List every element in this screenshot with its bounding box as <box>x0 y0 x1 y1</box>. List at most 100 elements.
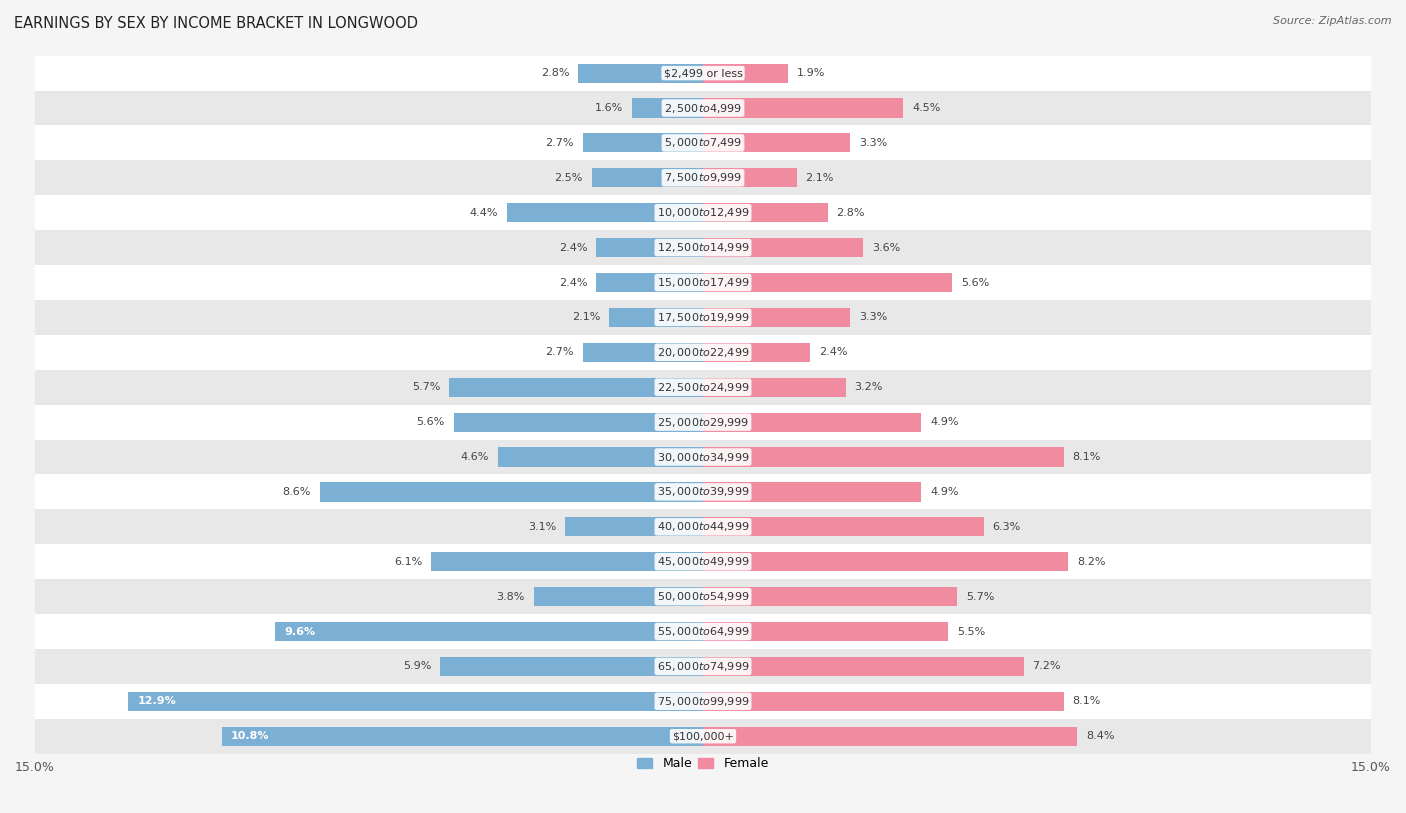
Bar <box>631 98 703 118</box>
Bar <box>35 90 1371 125</box>
Text: $65,000 to $74,999: $65,000 to $74,999 <box>657 660 749 673</box>
Text: 8.2%: 8.2% <box>1077 557 1105 567</box>
Text: 2.1%: 2.1% <box>806 173 834 183</box>
Bar <box>35 160 1371 195</box>
Bar <box>35 55 1371 90</box>
Bar <box>703 552 1069 572</box>
Text: 12.9%: 12.9% <box>138 696 176 706</box>
Text: 3.2%: 3.2% <box>855 382 883 392</box>
Text: $100,000+: $100,000+ <box>672 731 734 741</box>
Bar <box>703 273 952 292</box>
Text: 1.9%: 1.9% <box>797 68 825 78</box>
Text: $35,000 to $39,999: $35,000 to $39,999 <box>657 485 749 498</box>
Text: $25,000 to $29,999: $25,000 to $29,999 <box>657 415 749 428</box>
Text: 5.6%: 5.6% <box>416 417 444 427</box>
Bar <box>35 475 1371 510</box>
Text: $2,500 to $4,999: $2,500 to $4,999 <box>664 102 742 115</box>
Bar <box>703 587 957 606</box>
Text: $20,000 to $22,499: $20,000 to $22,499 <box>657 346 749 359</box>
Text: 2.4%: 2.4% <box>558 277 588 288</box>
Bar <box>454 412 703 432</box>
Bar <box>35 544 1371 579</box>
Text: 3.6%: 3.6% <box>872 242 900 253</box>
Bar <box>703 63 787 83</box>
Bar <box>35 614 1371 649</box>
Text: 4.9%: 4.9% <box>931 417 959 427</box>
Bar <box>35 405 1371 440</box>
Text: $75,000 to $99,999: $75,000 to $99,999 <box>657 695 749 708</box>
Text: $15,000 to $17,499: $15,000 to $17,499 <box>657 276 749 289</box>
Bar <box>35 649 1371 684</box>
Text: 3.8%: 3.8% <box>496 592 524 602</box>
Bar <box>440 657 703 676</box>
Bar <box>35 300 1371 335</box>
Bar <box>35 579 1371 614</box>
Bar <box>703 238 863 257</box>
Bar <box>508 203 703 222</box>
Bar <box>703 727 1077 746</box>
Text: 2.8%: 2.8% <box>541 68 569 78</box>
Bar <box>703 692 1064 711</box>
Bar <box>703 377 845 397</box>
Bar <box>703 482 921 502</box>
Text: $40,000 to $44,999: $40,000 to $44,999 <box>657 520 749 533</box>
Bar <box>703 168 797 188</box>
Bar <box>35 125 1371 160</box>
Text: 10.8%: 10.8% <box>231 731 270 741</box>
Text: 5.7%: 5.7% <box>412 382 440 392</box>
Text: 7.2%: 7.2% <box>1032 662 1062 672</box>
Text: 1.6%: 1.6% <box>595 103 623 113</box>
Text: $45,000 to $49,999: $45,000 to $49,999 <box>657 555 749 568</box>
Bar <box>582 133 703 153</box>
Text: 6.1%: 6.1% <box>394 557 422 567</box>
Bar <box>449 377 703 397</box>
Bar <box>35 684 1371 719</box>
Text: $30,000 to $34,999: $30,000 to $34,999 <box>657 450 749 463</box>
Bar <box>35 195 1371 230</box>
Text: $2,499 or less: $2,499 or less <box>664 68 742 78</box>
Text: 2.4%: 2.4% <box>558 242 588 253</box>
Bar <box>35 510 1371 544</box>
Bar <box>35 265 1371 300</box>
Text: 3.3%: 3.3% <box>859 312 887 323</box>
Bar <box>609 308 703 327</box>
Bar <box>432 552 703 572</box>
Bar <box>321 482 703 502</box>
Bar <box>703 447 1064 467</box>
Bar <box>35 230 1371 265</box>
Text: 2.5%: 2.5% <box>554 173 582 183</box>
Text: $17,500 to $19,999: $17,500 to $19,999 <box>657 311 749 324</box>
Text: $5,000 to $7,499: $5,000 to $7,499 <box>664 137 742 150</box>
Bar <box>498 447 703 467</box>
Bar <box>703 98 904 118</box>
Text: 4.5%: 4.5% <box>912 103 941 113</box>
Text: 3.3%: 3.3% <box>859 138 887 148</box>
Text: $7,500 to $9,999: $7,500 to $9,999 <box>664 172 742 185</box>
Bar <box>592 168 703 188</box>
Bar <box>596 273 703 292</box>
Bar <box>582 343 703 362</box>
Text: $50,000 to $54,999: $50,000 to $54,999 <box>657 590 749 603</box>
Text: 4.4%: 4.4% <box>470 207 498 218</box>
Legend: Male, Female: Male, Female <box>633 752 773 776</box>
Bar <box>703 657 1024 676</box>
Text: 2.4%: 2.4% <box>818 347 848 357</box>
Bar <box>35 370 1371 405</box>
Text: 5.9%: 5.9% <box>404 662 432 672</box>
Bar <box>35 440 1371 475</box>
Text: 8.6%: 8.6% <box>283 487 311 497</box>
Text: $10,000 to $12,499: $10,000 to $12,499 <box>657 207 749 220</box>
Bar <box>703 622 948 641</box>
Text: 5.7%: 5.7% <box>966 592 994 602</box>
Bar <box>596 238 703 257</box>
Text: 8.4%: 8.4% <box>1085 731 1115 741</box>
Text: 2.7%: 2.7% <box>546 138 574 148</box>
Text: $12,500 to $14,999: $12,500 to $14,999 <box>657 241 749 254</box>
Text: 2.1%: 2.1% <box>572 312 600 323</box>
Text: 4.9%: 4.9% <box>931 487 959 497</box>
Text: EARNINGS BY SEX BY INCOME BRACKET IN LONGWOOD: EARNINGS BY SEX BY INCOME BRACKET IN LON… <box>14 16 418 31</box>
Text: 5.5%: 5.5% <box>957 627 986 637</box>
Text: 2.7%: 2.7% <box>546 347 574 357</box>
Bar <box>128 692 703 711</box>
Bar <box>35 335 1371 370</box>
